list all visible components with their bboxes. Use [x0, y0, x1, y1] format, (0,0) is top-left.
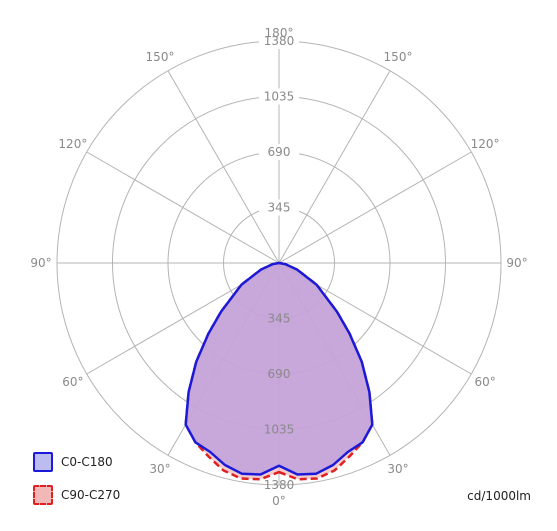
angle-label-90: 90° [30, 256, 51, 270]
legend-swatch-c90-c270 [33, 485, 53, 505]
angle-label-330: 30° [387, 462, 408, 476]
tick-bg [259, 88, 299, 105]
radial-tick-label-1380: 1380 [264, 478, 295, 492]
legend: C0-C180 C90-C270 [33, 452, 120, 518]
angle-label-150: 150° [146, 50, 175, 64]
radial-tick-label-1380: 1380 [264, 34, 295, 48]
tick-bg [259, 33, 299, 49]
radial-tick-label-690: 690 [268, 145, 291, 159]
angle-label-60: 60° [62, 375, 83, 389]
legend-item-c0-c180: C0-C180 [33, 452, 120, 472]
grid-spoke-210 [167, 70, 280, 264]
radial-tick-label-690: 690 [268, 367, 291, 381]
radial-tick-label-1035: 1035 [264, 90, 295, 104]
grid-spoke-120 [278, 151, 472, 264]
radial-tick-label-345: 345 [268, 312, 291, 326]
angle-label-120: 120° [58, 137, 87, 151]
series-layer [184, 261, 374, 481]
angle-label-240: 120° [471, 137, 500, 151]
angle-label-30: 30° [149, 462, 170, 476]
angle-label-0: 0° [272, 494, 286, 508]
grid-spoke-240 [86, 151, 280, 264]
grid-spoke-150 [278, 70, 391, 264]
legend-swatch-c0-c180 [33, 452, 53, 472]
angle-label-270: 90° [506, 256, 527, 270]
angle-label-180: 180° [265, 26, 294, 40]
radial-tick-label-1035: 1035 [264, 423, 295, 437]
angle-label-210: 150° [384, 50, 413, 64]
legend-label-c0-c180: C0-C180 [61, 455, 113, 469]
tick-bg [259, 144, 299, 160]
axis-labels: 345 345 690 690 1035 1035 1380 1380 0° 30° 60° 90° 1… [30, 26, 527, 508]
units-label: cd/1000lm [467, 489, 531, 503]
tick-bg [259, 199, 299, 216]
radial-tick-label-345: 345 [268, 201, 291, 215]
angle-label-300: 60° [474, 375, 495, 389]
legend-label-c90-c270: C90-C270 [61, 488, 121, 502]
series-c0-c180 [184, 261, 374, 476]
legend-item-c90-c270: C90-C270 [33, 485, 120, 505]
